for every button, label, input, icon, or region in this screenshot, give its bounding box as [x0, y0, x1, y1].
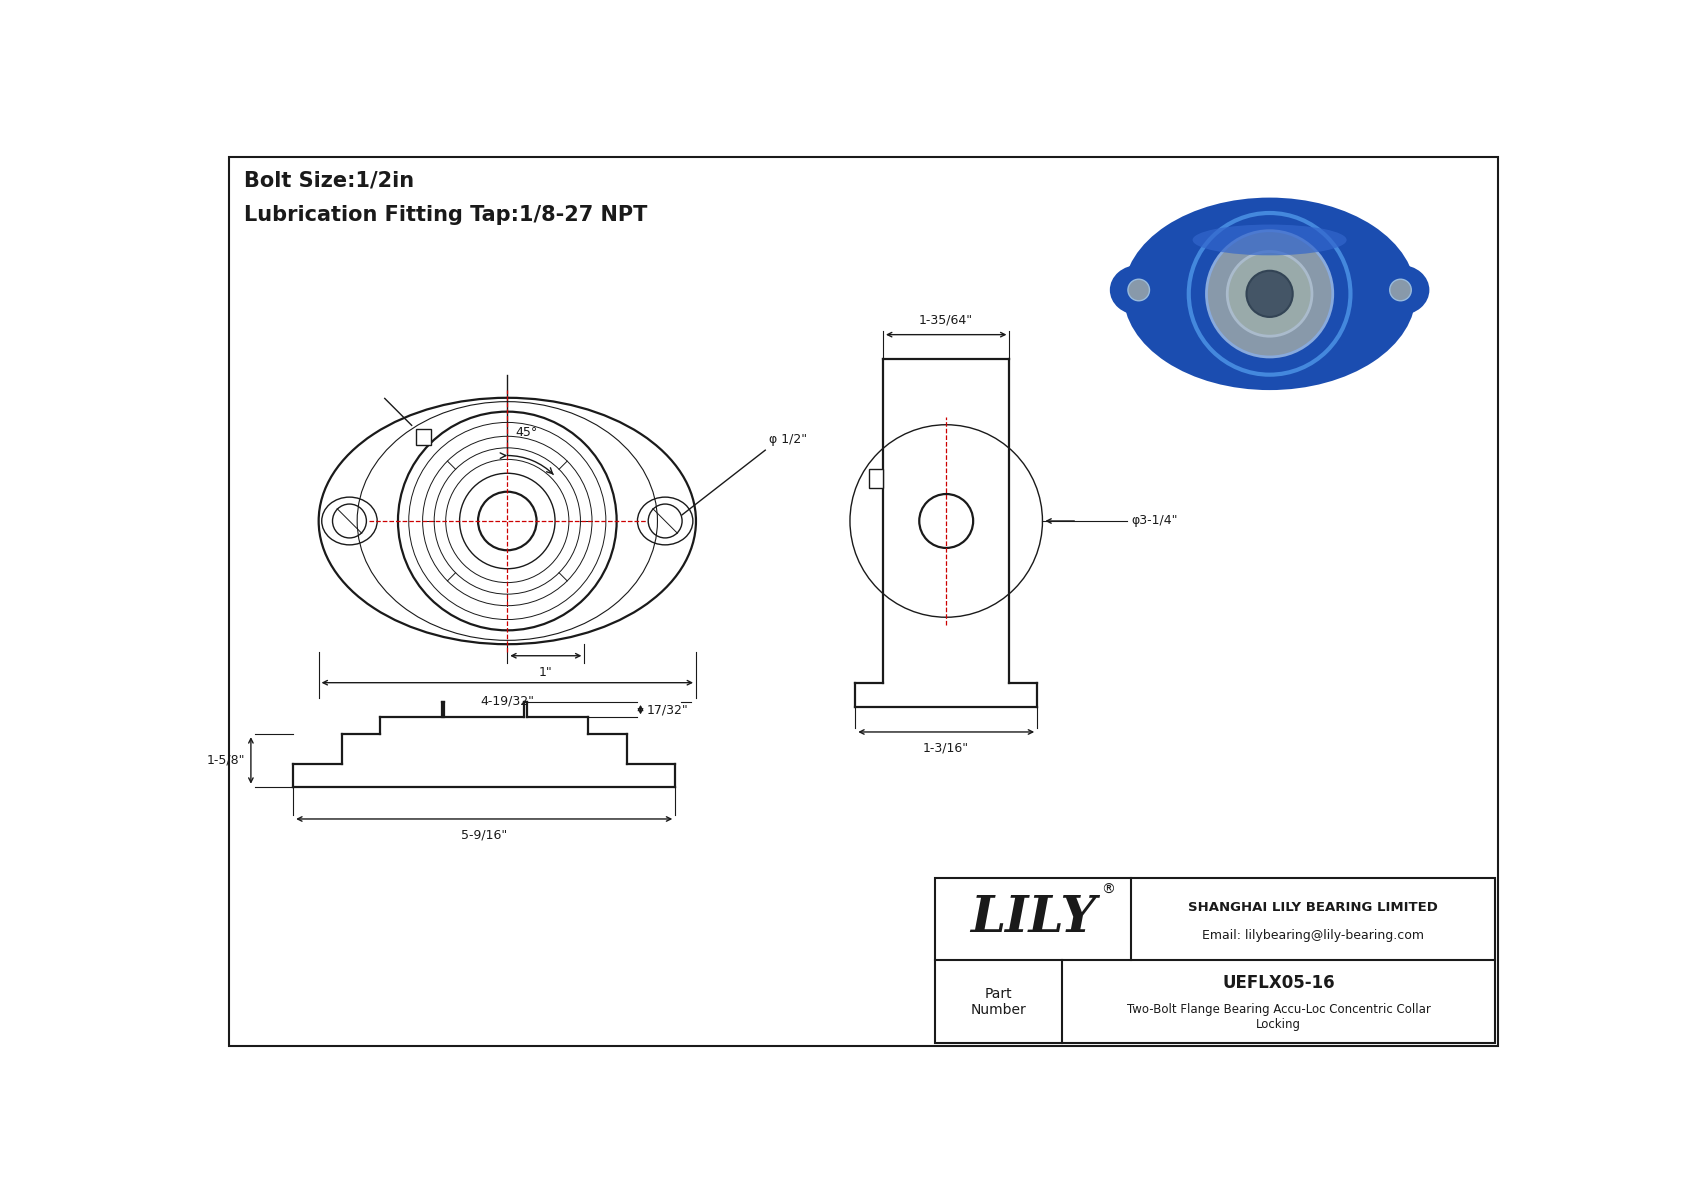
Text: φ3-1/4": φ3-1/4" — [1132, 515, 1177, 528]
Circle shape — [1206, 231, 1332, 357]
Ellipse shape — [1192, 225, 1347, 255]
Text: Bolt Size:1/2in: Bolt Size:1/2in — [244, 170, 414, 191]
Text: SHANGHAI LILY BEARING LIMITED: SHANGHAI LILY BEARING LIMITED — [1189, 900, 1438, 913]
Text: 5-9/16": 5-9/16" — [461, 828, 507, 841]
Circle shape — [1389, 279, 1411, 301]
Text: 45°: 45° — [515, 425, 537, 438]
Text: ®: ® — [1101, 883, 1115, 897]
Polygon shape — [416, 429, 431, 444]
Circle shape — [1246, 270, 1293, 317]
Text: UEFLX05-16: UEFLX05-16 — [1223, 974, 1335, 992]
Text: 1": 1" — [539, 666, 552, 679]
Text: Two-Bolt Flange Bearing Accu-Loc Concentric Collar
Locking: Two-Bolt Flange Bearing Accu-Loc Concent… — [1127, 1003, 1430, 1030]
Text: φ 1/2": φ 1/2" — [770, 434, 807, 447]
Circle shape — [1228, 251, 1312, 336]
Text: 1-35/64": 1-35/64" — [919, 314, 973, 328]
Text: Lubrication Fitting Tap:1/8-27 NPT: Lubrication Fitting Tap:1/8-27 NPT — [244, 205, 647, 225]
Text: Part
Number: Part Number — [970, 986, 1026, 1017]
Text: Email: lilybearing@lily-bearing.com: Email: lilybearing@lily-bearing.com — [1202, 929, 1425, 942]
Bar — [935, 878, 1495, 1043]
Text: 1-3/16": 1-3/16" — [923, 741, 970, 754]
Circle shape — [1189, 213, 1351, 375]
Text: 1-5/8": 1-5/8" — [205, 754, 244, 767]
Ellipse shape — [1212, 225, 1327, 270]
Text: LILY: LILY — [970, 894, 1096, 943]
Text: 17/32": 17/32" — [647, 703, 689, 716]
Ellipse shape — [1372, 264, 1430, 314]
Ellipse shape — [1123, 198, 1416, 391]
Ellipse shape — [1110, 264, 1167, 314]
Text: 4-19/32": 4-19/32" — [480, 694, 534, 707]
Circle shape — [1128, 279, 1150, 301]
Bar — [869, 469, 882, 488]
